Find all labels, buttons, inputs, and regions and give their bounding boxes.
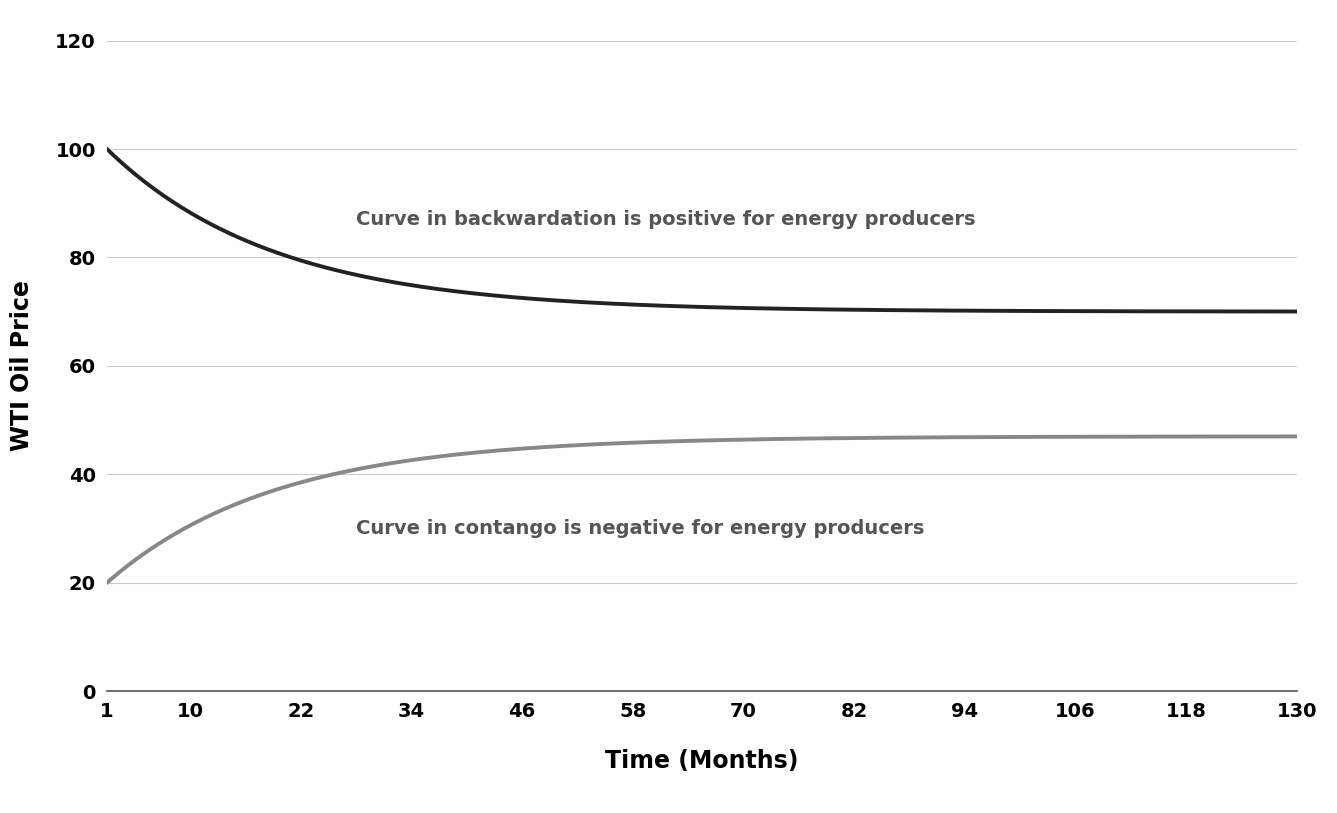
- Y-axis label: WTI Oil Price: WTI Oil Price: [11, 280, 35, 451]
- X-axis label: Time (Months): Time (Months): [606, 749, 798, 773]
- Text: Curve in backwardation is positive for energy producers: Curve in backwardation is positive for e…: [356, 210, 976, 229]
- Text: Curve in contango is negative for energy producers: Curve in contango is negative for energy…: [356, 519, 924, 538]
